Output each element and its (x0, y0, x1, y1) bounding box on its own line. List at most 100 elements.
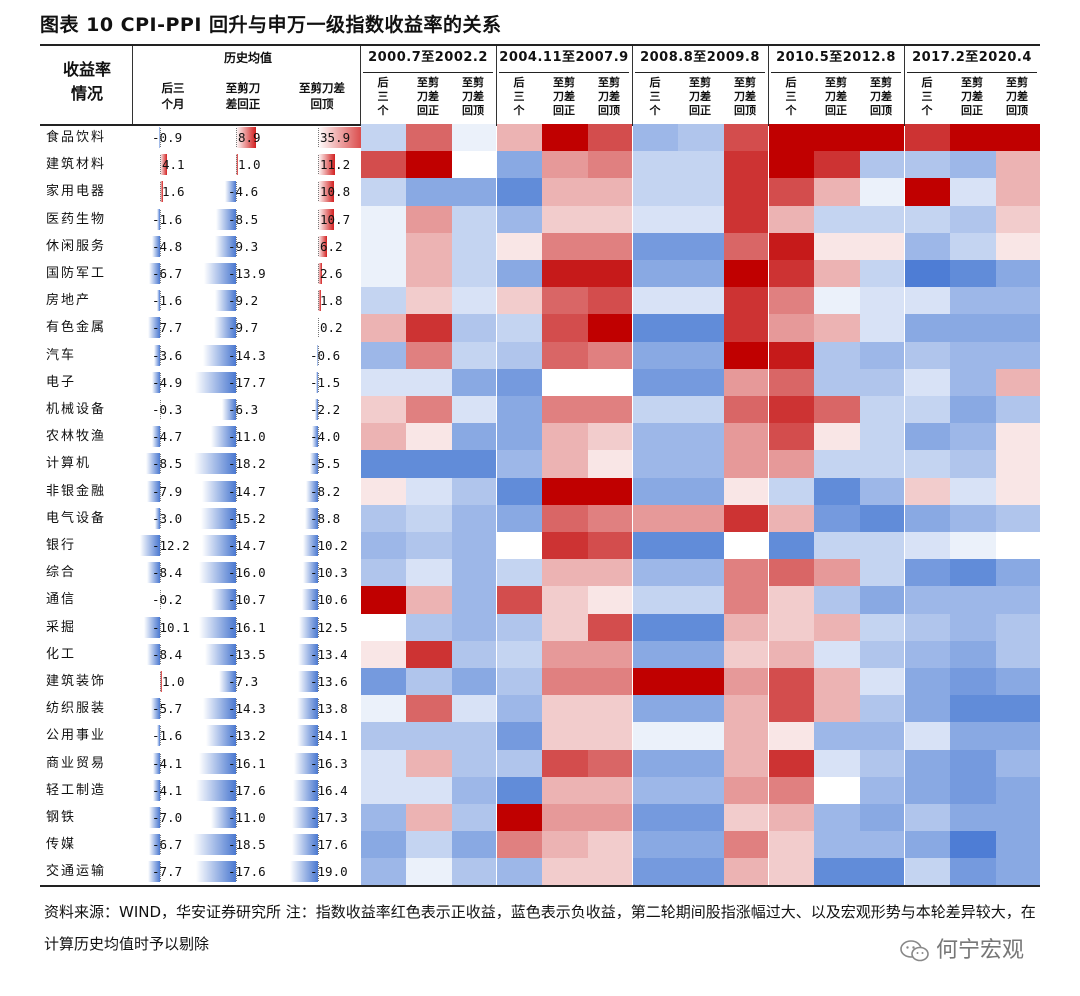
hist-bar (202, 480, 236, 502)
heat-cell (406, 504, 452, 532)
heat-cell (633, 504, 679, 532)
heat-cell (542, 287, 588, 315)
industry-name: 机械设备 (46, 402, 107, 417)
heat-cell (451, 232, 496, 260)
heat-cell (859, 559, 904, 587)
heat-cell (723, 396, 768, 424)
hist-bar (211, 589, 236, 611)
source-note: 资料来源：WIND，华安证券研究所 注：指数收益率红色表示正收益，蓝色表示负收益… (44, 903, 1036, 953)
watermark: 何宁宏观 (900, 932, 1024, 964)
heat-cell (723, 124, 768, 152)
hist-value: -3.6 (152, 347, 183, 363)
heat-cell (678, 668, 724, 696)
zero-line (236, 291, 237, 311)
heat-cell (542, 314, 588, 342)
heat-cell (678, 423, 724, 451)
header-hist-col: 后三 个月 (161, 81, 185, 111)
heat-cell (859, 423, 904, 451)
period-col-header: 至剪 刀差 回顶 (598, 76, 620, 117)
hist-bar (205, 725, 236, 747)
heat-cell (995, 124, 1040, 152)
heat-cell (542, 776, 588, 804)
heat-cell (814, 314, 860, 342)
hist-bar (157, 290, 160, 312)
hist-value: -16.0 (228, 565, 266, 581)
period-col-header: 至剪 刀差 回正 (553, 76, 575, 117)
hist-value: -1.6 (152, 293, 183, 309)
heat-cell (361, 613, 407, 641)
hist-bar (148, 807, 160, 828)
heat-cell (361, 668, 407, 696)
heat-cell (633, 532, 679, 560)
heat-cell (587, 368, 632, 396)
period-header: 2017.2至2020.4 (912, 50, 1032, 65)
heat-cell (587, 586, 632, 614)
zero-line (318, 318, 319, 338)
zero-line (160, 835, 161, 855)
heat-cell (905, 858, 951, 886)
hist-value: -14.1 (310, 728, 348, 744)
heat-cell (814, 151, 860, 179)
heat-cell (950, 341, 996, 369)
heat-cell (542, 668, 588, 696)
hist-bar (195, 779, 236, 801)
zero-line (236, 454, 237, 474)
heat-cell (587, 613, 632, 641)
heat-cell (950, 532, 996, 560)
heat-cell (497, 613, 543, 641)
hist-bar (194, 453, 236, 475)
heat-cell (723, 749, 768, 777)
hist-bar (302, 535, 318, 556)
industry-name: 医药生物 (46, 211, 107, 227)
heat-cell (950, 205, 996, 233)
hist-value: -10.6 (310, 592, 348, 608)
heat-cell (678, 831, 724, 859)
heat-cell (633, 368, 679, 396)
period-header: 2008.8至2009.8 (640, 50, 760, 65)
industry-name: 农林牧渔 (46, 429, 107, 445)
heat-cell (361, 477, 407, 505)
hist-value: -9.7 (228, 320, 259, 336)
heat-cell (406, 559, 452, 587)
heat-cell (678, 695, 724, 723)
hist-value: -19.0 (310, 864, 348, 880)
heat-cell (950, 450, 996, 478)
period-col-header: 至剪 刀差 回顶 (870, 76, 892, 117)
heat-cell (451, 586, 496, 614)
zero-line (236, 372, 237, 392)
heat-cell (678, 559, 724, 587)
heat-cell (859, 124, 904, 152)
zero-line (236, 699, 237, 719)
hist-bar (314, 399, 318, 420)
heat-cell (451, 205, 496, 233)
heat-cell (995, 532, 1040, 560)
heat-cell (859, 260, 904, 288)
hist-bar (193, 834, 236, 856)
heat-cell (633, 260, 679, 288)
zero-line (160, 617, 161, 637)
heat-cell (769, 151, 815, 179)
heat-cell (451, 423, 496, 451)
zero-line (160, 209, 161, 229)
heat-cell (905, 504, 951, 532)
heat-cell (542, 586, 588, 614)
period-col-header: 至剪 刀差 回顶 (1006, 76, 1028, 117)
heat-cell (633, 396, 679, 424)
heat-cell (769, 804, 815, 832)
zero-line (236, 563, 237, 583)
hist-bar (146, 562, 160, 584)
heat-cell (497, 831, 543, 859)
hist-bar (153, 752, 160, 774)
heat-cell (769, 314, 815, 342)
hist-bar (318, 181, 335, 203)
industry-name: 通信 (46, 592, 77, 608)
heat-cell (451, 341, 496, 369)
heat-cell (451, 260, 496, 288)
hist-value: -7.9 (152, 483, 183, 499)
hist-value: -12.2 (152, 538, 190, 553)
industry-name: 综合 (46, 565, 77, 581)
heat-cell (361, 586, 407, 614)
heat-cell (859, 151, 904, 179)
heat-cell (950, 232, 996, 260)
heat-cell (406, 341, 452, 369)
